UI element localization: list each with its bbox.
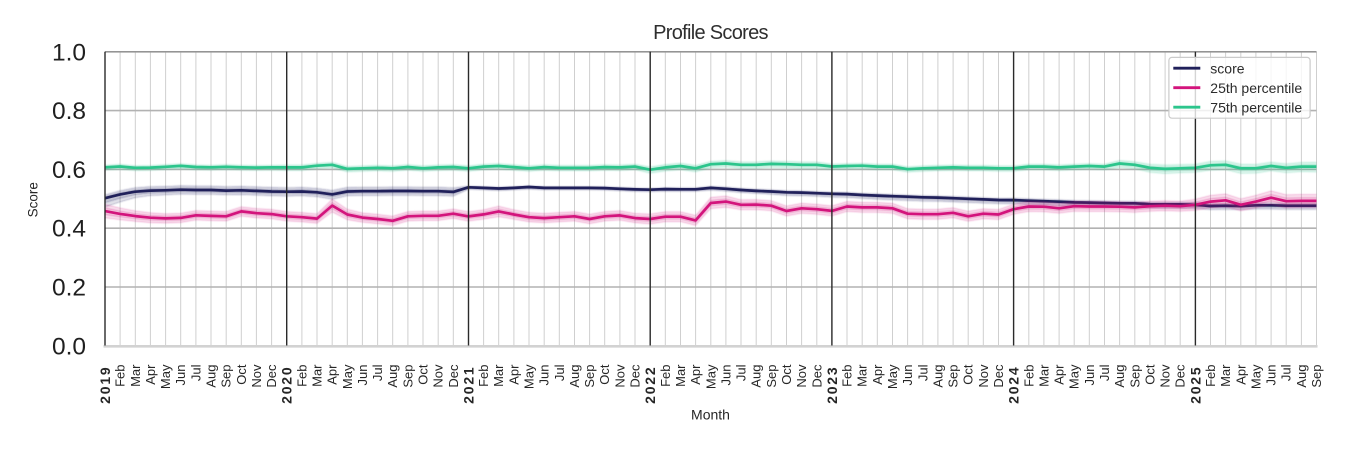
svg-text:Oct: Oct [234,364,249,385]
svg-text:May: May [158,364,173,389]
svg-text:Oct: Oct [416,364,431,385]
svg-text:Dec: Dec [446,364,461,388]
svg-text:Jul: Jul [734,364,749,381]
svg-text:Month: Month [691,407,730,423]
svg-text:May: May [703,364,718,389]
svg-text:Feb: Feb [1203,365,1218,387]
svg-text:Aug: Aug [749,365,764,388]
svg-text:2023: 2023 [824,366,840,404]
svg-text:Nov: Nov [976,364,991,388]
svg-text:Apr: Apr [143,364,158,385]
svg-text:Profile Scores: Profile Scores [653,22,768,44]
svg-text:Nov: Nov [249,364,264,388]
svg-text:Apr: Apr [1233,364,1248,385]
svg-text:Oct: Oct [597,364,612,385]
svg-text:Oct: Oct [1142,364,1157,385]
svg-text:Feb: Feb [1021,365,1036,387]
svg-text:Dec: Dec [991,364,1006,388]
svg-text:Jul: Jul [188,364,203,381]
svg-text:Jun: Jun [537,365,552,386]
svg-text:Mar: Mar [491,364,506,387]
svg-text:Feb: Feb [840,365,855,387]
svg-text:Jul: Jul [1097,364,1112,381]
svg-text:Oct: Oct [961,364,976,385]
svg-text:Dec: Dec [1173,364,1188,388]
svg-text:Apr: Apr [1052,364,1067,385]
svg-text:Sep: Sep [219,365,234,388]
svg-text:Apr: Apr [870,364,885,385]
svg-text:Aug: Aug [567,365,582,388]
svg-text:Aug: Aug [1294,365,1309,388]
svg-text:Jun: Jun [173,365,188,386]
svg-text:Jul: Jul [1279,364,1294,381]
svg-text:Dec: Dec [264,364,279,388]
svg-text:Sep: Sep [400,365,415,388]
svg-text:Sep: Sep [946,365,961,388]
svg-text:75th percentile: 75th percentile [1210,100,1302,116]
svg-text:Apr: Apr [506,364,521,385]
svg-text:Feb: Feb [113,365,128,387]
svg-text:Jul: Jul [915,364,930,381]
svg-text:0.2: 0.2 [52,275,86,302]
svg-text:Jun: Jun [718,365,733,386]
svg-text:Sep: Sep [764,365,779,388]
svg-text:Apr: Apr [325,364,340,385]
svg-text:Jul: Jul [370,364,385,381]
svg-text:Mar: Mar [855,364,870,387]
svg-text:Jul: Jul [552,364,567,381]
svg-text:25th percentile: 25th percentile [1210,80,1302,96]
svg-text:score: score [1210,61,1244,77]
svg-text:Apr: Apr [688,364,703,385]
svg-text:2025: 2025 [1187,366,1203,404]
svg-text:2021: 2021 [461,366,477,404]
svg-text:Mar: Mar [310,364,325,387]
svg-text:0.0: 0.0 [52,333,86,360]
svg-text:Sep: Sep [582,365,597,388]
svg-text:Jun: Jun [1082,365,1097,386]
svg-text:Mar: Mar [1036,364,1051,387]
svg-text:2024: 2024 [1006,366,1022,404]
svg-text:2022: 2022 [642,366,658,404]
svg-text:Oct: Oct [779,364,794,385]
svg-text:Mar: Mar [128,364,143,387]
svg-text:Mar: Mar [673,364,688,387]
svg-text:Dec: Dec [628,364,643,388]
svg-text:Nov: Nov [794,364,809,388]
svg-text:Aug: Aug [385,365,400,388]
svg-text:May: May [1067,364,1082,389]
svg-text:2019: 2019 [97,366,113,404]
svg-text:Aug: Aug [1112,365,1127,388]
svg-text:Sep: Sep [1309,365,1324,388]
svg-text:May: May [1248,364,1263,389]
svg-text:Dec: Dec [809,364,824,388]
svg-text:0.4: 0.4 [52,216,86,243]
svg-text:Jun: Jun [1264,365,1279,386]
svg-text:Nov: Nov [431,364,446,388]
svg-text:2020: 2020 [279,366,295,404]
svg-text:Aug: Aug [204,365,219,388]
svg-text:Feb: Feb [294,365,309,387]
svg-text:Nov: Nov [612,364,627,388]
svg-text:Feb: Feb [658,365,673,387]
svg-text:Nov: Nov [1158,364,1173,388]
svg-text:Jun: Jun [355,365,370,386]
svg-text:Score: Score [26,182,41,217]
svg-text:0.6: 0.6 [52,157,86,184]
svg-text:Mar: Mar [1218,364,1233,387]
svg-text:0.8: 0.8 [52,98,86,125]
svg-text:Jun: Jun [900,365,915,386]
svg-text:1.0: 1.0 [52,39,86,66]
svg-text:May: May [885,364,900,389]
svg-text:Feb: Feb [476,365,491,387]
svg-text:May: May [522,364,537,389]
svg-text:Sep: Sep [1127,365,1142,388]
svg-text:Aug: Aug [930,365,945,388]
svg-text:May: May [340,364,355,389]
